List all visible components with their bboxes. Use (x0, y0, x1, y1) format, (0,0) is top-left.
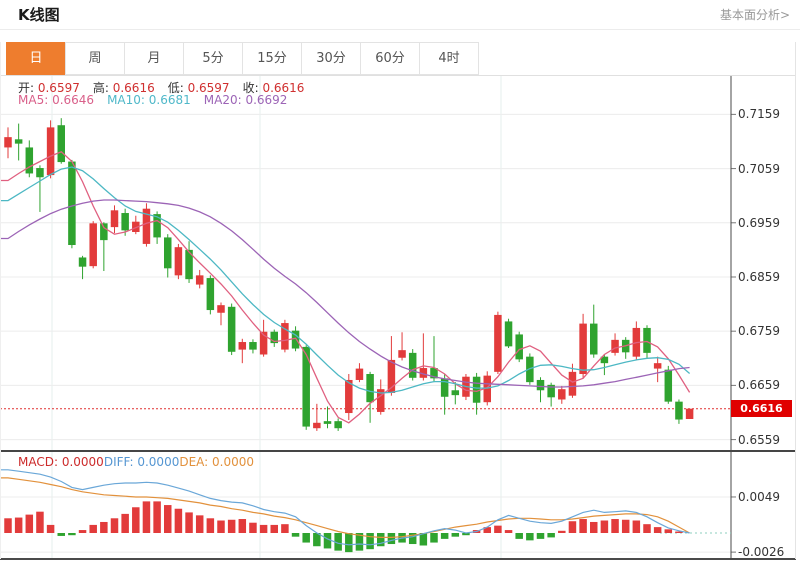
fundamental-analysis-link[interactable]: 基本面分析> (719, 8, 790, 22)
tab-60分[interactable]: 60分 (360, 42, 420, 75)
legend-item: 高: 0.6616 (92, 81, 155, 95)
price-tick-label: 0.6859 (738, 269, 780, 284)
legend-item: MA10: 0.6681 (107, 93, 191, 107)
tab-30分[interactable]: 30分 (301, 42, 361, 75)
macd-tick-label: -0.0026 (738, 545, 785, 560)
price-tick-label: 0.6959 (738, 215, 780, 230)
tab-15分[interactable]: 15分 (242, 42, 302, 75)
last-price-tag: 0.6616 (731, 400, 792, 418)
legend-item: MACD: 0.0000 (18, 455, 104, 469)
legend-item: 开: 0.6597 (18, 81, 80, 95)
tab-4时[interactable]: 4时 (419, 42, 479, 75)
price-tick-label: 0.6759 (738, 324, 780, 339)
price-tick-label: 0.7159 (738, 107, 780, 122)
right-border (795, 42, 796, 559)
macd-chart[interactable] (0, 452, 796, 559)
ohlc-legend: 开: 0.6597 高: 0.6616 低: 0.6597 收: 0.6616 (18, 79, 317, 96)
macd-tick-label: 0.0049 (738, 489, 780, 504)
main-candlestick-chart[interactable] (0, 76, 796, 450)
legend-item: DIFF: 0.0000 (103, 455, 180, 469)
panel-separator (0, 450, 796, 452)
price-tick-label: 0.6559 (738, 432, 780, 447)
header-divider (0, 29, 800, 30)
legend-item: 低: 0.6597 (167, 81, 230, 95)
legend-item: 收: 0.6616 (242, 81, 305, 95)
price-tick-label: 0.6659 (738, 378, 780, 393)
legend-item: MA20: 0.6692 (203, 93, 288, 107)
tab-日[interactable]: 日 (6, 42, 66, 75)
price-tick-label: 0.7059 (738, 161, 780, 176)
left-border (0, 42, 1, 559)
legend-item: MA5: 0.6646 (18, 93, 95, 107)
tab-月[interactable]: 月 (124, 42, 184, 75)
tabbar-divider (0, 75, 796, 76)
ma-legend: MA5: 0.6646 MA10: 0.6681 MA20: 0.6692 (18, 93, 300, 107)
macd-legend: MACD: 0.0000DIFF: 0.0000DEA: 0.0000 (18, 455, 254, 469)
tab-5分[interactable]: 5分 (183, 42, 243, 75)
page-title: K线图 (18, 6, 60, 24)
bottom-border (0, 558, 796, 560)
period-tabbar: 日周月 5分 15分 30分 60分 4时 (6, 42, 479, 75)
legend-item: DEA: 0.0000 (179, 455, 255, 469)
tab-周[interactable]: 周 (65, 42, 125, 75)
